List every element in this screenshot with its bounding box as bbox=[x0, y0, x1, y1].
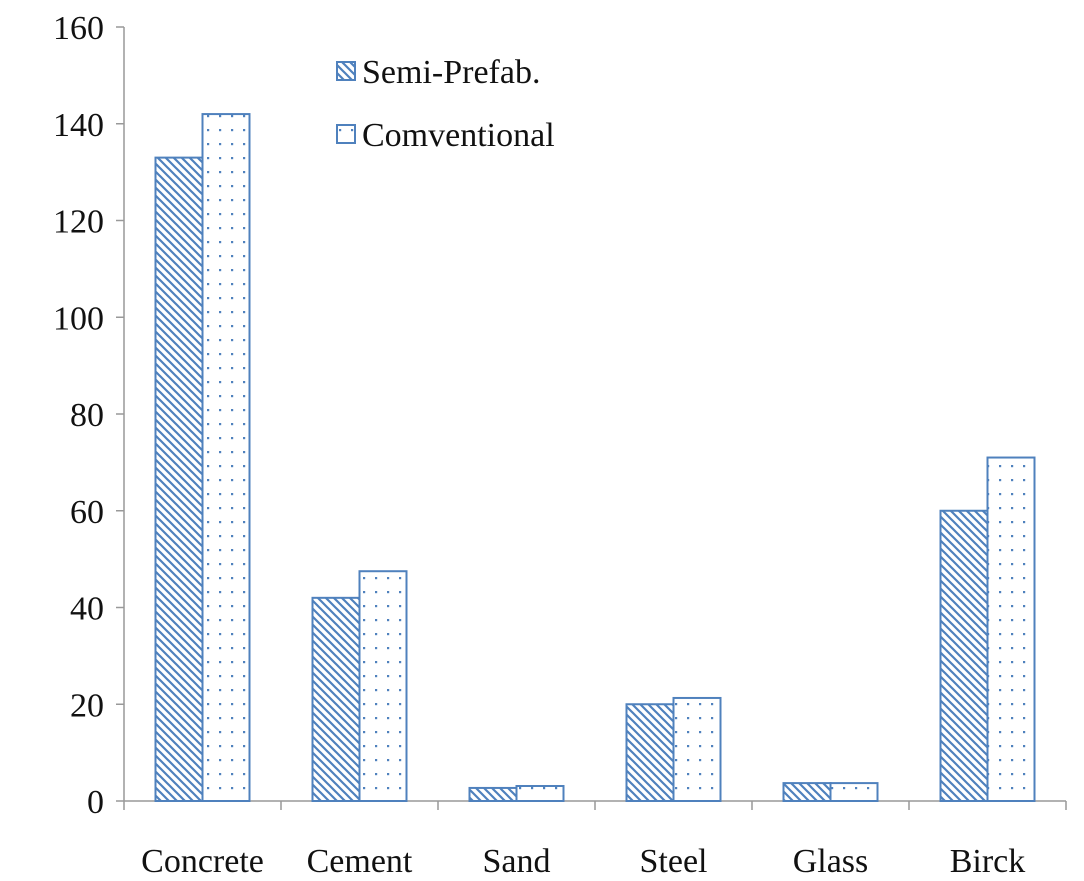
bar bbox=[515, 785, 565, 802]
x-tick-label: Cement bbox=[307, 843, 413, 880]
x-tick-label: Steel bbox=[640, 843, 708, 880]
y-tick-label: 20 bbox=[70, 687, 104, 724]
bar bbox=[358, 570, 408, 802]
bar bbox=[468, 786, 518, 802]
y-tick-label: 100 bbox=[53, 300, 104, 337]
bar bbox=[939, 509, 989, 802]
y-tick-label: 80 bbox=[70, 397, 104, 434]
y-tick-label: 60 bbox=[70, 494, 104, 531]
y-tick-label: 160 bbox=[53, 10, 104, 47]
y-tick-label: 0 bbox=[87, 784, 104, 821]
legend-label: Semi-Prefab. bbox=[362, 54, 540, 91]
legend-label: Comventional bbox=[362, 117, 555, 154]
x-tick-label: Concrete bbox=[141, 843, 264, 880]
bar bbox=[201, 113, 251, 802]
y-tick-label: 40 bbox=[70, 591, 104, 628]
x-tick-label: Glass bbox=[793, 843, 869, 880]
y-tick-label: 140 bbox=[53, 107, 104, 144]
bar bbox=[829, 782, 879, 803]
legend-swatch bbox=[336, 61, 356, 81]
bar bbox=[154, 156, 204, 803]
legend-swatch bbox=[336, 124, 356, 144]
bar bbox=[672, 696, 722, 802]
y-tick-label: 120 bbox=[53, 204, 104, 241]
bar bbox=[311, 596, 361, 803]
bar bbox=[782, 782, 832, 803]
x-tick-label: Birck bbox=[950, 843, 1026, 880]
bar bbox=[986, 456, 1036, 802]
bar bbox=[625, 703, 675, 802]
x-tick-label: Sand bbox=[483, 843, 551, 880]
